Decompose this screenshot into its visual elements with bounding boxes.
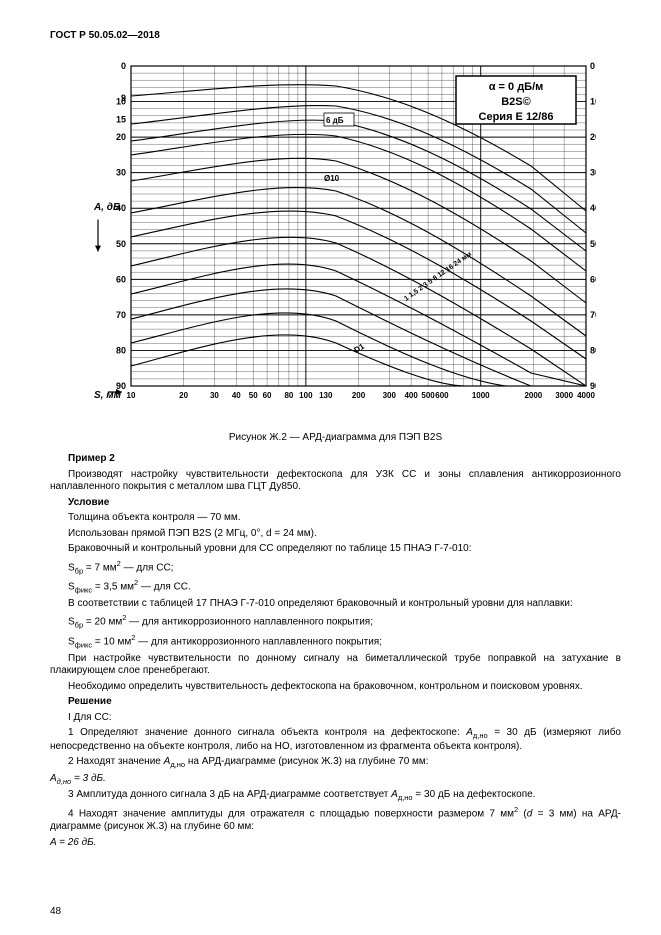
svg-text:50: 50 [248,391,257,400]
svg-text:30: 30 [590,168,596,178]
example-title: Пример 2 [50,453,621,466]
figure-caption: Рисунок Ж.2 — АРД-диаграмма для ПЭП B2S [50,432,621,443]
svg-text:80: 80 [284,391,293,400]
svg-text:40: 40 [231,391,240,400]
svg-text:6 дБ: 6 дБ [326,116,344,125]
sol-line: 4 Находят значение амплитуды для отражат… [50,805,621,833]
cond-line: В соответствии с таблицей 17 ПНАЭ Г-7-01… [50,598,621,611]
svg-text:500: 500 [421,391,435,400]
doc-header: ГОСТ Р 50.05.02—2018 [50,30,621,41]
cond-line: Использован прямой ПЭП B2S (2 МГц, 0°, d… [50,528,621,541]
svg-text:0: 0 [120,61,125,71]
svg-text:0: 0 [590,61,595,71]
svg-text:15: 15 [115,114,125,124]
svg-text:60: 60 [262,391,271,400]
svg-text:3000: 3000 [555,391,573,400]
cond-line: Необходимо определить чувствительность д… [50,681,621,694]
svg-text:100: 100 [299,391,313,400]
svg-text:60: 60 [590,274,596,284]
svg-text:130: 130 [319,391,333,400]
cond-line: Браковочный и контрольный уровни для СС … [50,543,621,556]
cond-line: Sбр = 20 мм2 — для антикоррозионного нап… [50,613,621,630]
svg-text:B2S©: B2S© [501,96,531,108]
equation: Aд,но = 3 дБ. [50,773,621,786]
svg-text:300: 300 [382,391,396,400]
body-text: Пример 2 Производят настройку чувствител… [50,453,621,849]
svg-text:1 1,5 2 3 5 8 12 16 24 мм: 1 1,5 2 3 5 8 12 16 24 мм [403,251,473,303]
page-number: 48 [50,906,61,917]
svg-text:400: 400 [404,391,418,400]
svg-text:2000: 2000 [524,391,542,400]
cond-line: Sбр = 7 мм2 — для СС; [50,559,621,576]
svg-text:200: 200 [351,391,365,400]
svg-text:90: 90 [590,381,596,391]
cond-line: Толщина объекта контроля — 70 мм. [50,512,621,525]
svg-text:40: 40 [590,203,596,213]
svg-text:30: 30 [115,168,125,178]
equation: A = 26 дБ. [50,837,621,850]
sol-line: 3 Амплитуда донного сигнала 3 дБ на АРД-… [50,789,621,802]
svg-text:60: 60 [115,274,125,284]
svg-text:20: 20 [179,391,188,400]
cond-line: Sфикс = 3,5 мм2 — для СС. [50,578,621,595]
cond-line: При настройке чувствительности по донном… [50,653,621,678]
svg-text:50: 50 [590,239,596,249]
svg-text:10: 10 [126,391,135,400]
svg-text:600: 600 [435,391,449,400]
ard-chart: 0910152030405060708090010203040506070809… [76,51,596,424]
svg-text:α = 0 дБ/м: α = 0 дБ/м [488,81,543,93]
intro-p: Производят настройку чувствительности де… [50,469,621,494]
sol-line: 1 Определяют значение донного сигнала об… [50,727,621,753]
cond-line: Sфикс = 10 мм2 — для антикоррозионного н… [50,633,621,650]
svg-text:10: 10 [115,97,125,107]
svg-text:20: 20 [115,132,125,142]
svg-text:20: 20 [590,132,596,142]
svg-text:Ø10: Ø10 [324,174,340,183]
svg-text:10: 10 [590,97,596,107]
sol-heading: Решение [50,696,621,709]
sol-line: 2 Находят значение Aд,но на АРД-диаграмм… [50,756,621,769]
svg-text:D1: D1 [352,342,366,355]
cond-heading: Условие [50,497,621,510]
sol-line: I Для СС: [50,712,621,725]
svg-text:1000: 1000 [471,391,489,400]
svg-text:A, дБ: A, дБ [93,202,120,213]
svg-text:80: 80 [590,345,596,355]
svg-text:80: 80 [115,345,125,355]
svg-text:30: 30 [209,391,218,400]
svg-text:Серия E 12/86: Серия E 12/86 [478,111,553,123]
svg-text:70: 70 [115,310,125,320]
svg-text:4000: 4000 [577,391,595,400]
svg-text:70: 70 [590,310,596,320]
svg-text:50: 50 [115,239,125,249]
